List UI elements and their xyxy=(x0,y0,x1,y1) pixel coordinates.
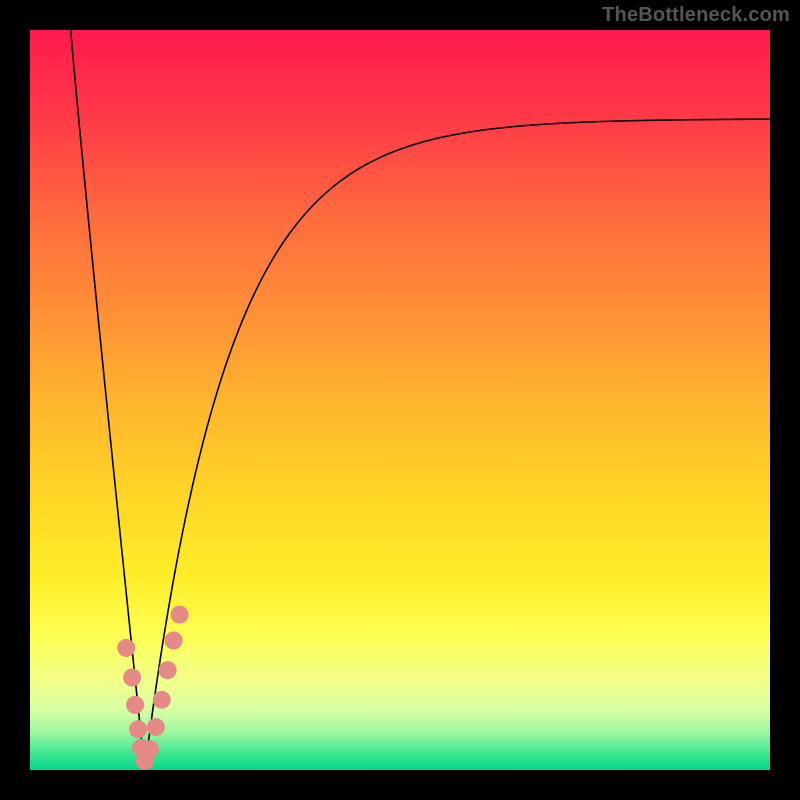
curve-marker xyxy=(117,639,135,657)
curve-marker xyxy=(165,632,183,650)
watermark-text: TheBottleneck.com xyxy=(602,4,790,27)
curve-marker xyxy=(141,740,159,758)
chart-root: TheBottleneck.com xyxy=(0,0,800,800)
curve-marker xyxy=(153,691,171,709)
curve-marker xyxy=(129,720,147,738)
curve-marker xyxy=(147,718,165,736)
curve-marker xyxy=(126,696,144,714)
chart-svg xyxy=(0,0,800,800)
chart-plot-background xyxy=(30,30,770,770)
curve-marker xyxy=(170,606,188,624)
curve-marker xyxy=(159,661,177,679)
curve-marker xyxy=(123,669,141,687)
